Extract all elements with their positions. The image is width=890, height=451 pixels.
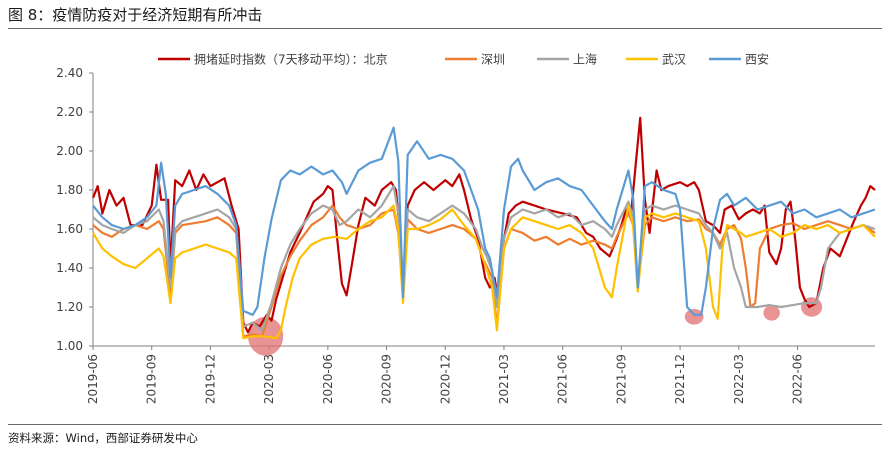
highlight-ellipse: [684, 308, 704, 325]
figure-title: 图 8：疫情防疫对于经济短期有所冲击: [8, 6, 263, 24]
legend-label: 武汉: [662, 53, 686, 67]
x-tick-label: 2021-09: [614, 354, 628, 404]
x-tick-label: 2020-12: [438, 354, 452, 404]
y-tick-label: 2.00: [56, 144, 83, 158]
series-line-3: [92, 204, 876, 340]
y-tick-label: 2.40: [56, 66, 83, 80]
x-axis: 2019-06 2019-09 2019-12 2020-03 2020-06 2020-…: [86, 345, 875, 404]
title-rule: [8, 28, 882, 29]
x-tick-label: 2022-03: [732, 354, 746, 404]
x-tick-label: 2022-06: [791, 354, 805, 404]
x-tick-label: 2019-06: [86, 354, 100, 404]
y-tick-label: 1.60: [56, 222, 83, 236]
y-tick-label: 1.80: [56, 183, 83, 197]
x-tick-label: 2021-06: [556, 354, 570, 404]
series-layer: [91, 116, 876, 340]
series-line-4: [92, 126, 876, 316]
legend-label: 上海: [573, 52, 597, 67]
x-tick-label: 2020-03: [262, 354, 276, 404]
annotation-layer: [247, 297, 823, 356]
y-tick-label: 2.20: [56, 105, 83, 119]
y-tick-label: 1.00: [56, 339, 83, 353]
legend-label: 拥堵延时指数（7天移动平均）：北京: [194, 52, 388, 67]
legend-label: 深圳: [481, 53, 505, 67]
x-tick-label: 2021-03: [497, 354, 511, 404]
x-tick-label: 2019-09: [145, 354, 159, 404]
highlight-ellipse: [763, 305, 780, 321]
legend: 拥堵延时指数（7天移动平均）：北京 深圳 上海 武汉 西安: [158, 52, 769, 67]
y-axis: 1.00 1.20 1.40 1.60 1.80 2.00 2.20 2.40: [56, 66, 94, 353]
y-tick-label: 1.20: [56, 300, 83, 314]
source-note: 资料来源：Wind，西部证券研发中心: [8, 431, 198, 445]
y-tick-label: 1.40: [56, 261, 83, 275]
x-tick-label: 2020-06: [321, 354, 335, 404]
series-line-2: [92, 185, 876, 332]
series-line-0: [91, 116, 876, 334]
legend-label: 西安: [745, 52, 769, 67]
x-tick-label: 2019-12: [203, 354, 217, 404]
x-tick-label: 2020-09: [380, 354, 394, 404]
series-line-1: [92, 204, 876, 338]
footer-rule: [8, 424, 882, 425]
x-tick-label: 2021-12: [673, 354, 687, 404]
